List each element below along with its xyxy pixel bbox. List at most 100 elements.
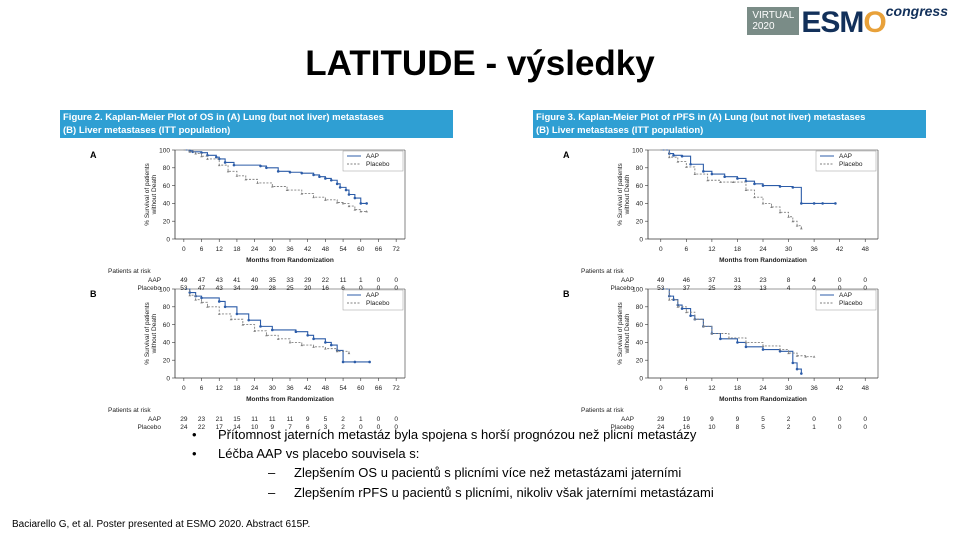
censor-mark-aap — [702, 170, 705, 173]
censor-mark-placebo — [312, 195, 315, 199]
risk-count: 33 — [286, 277, 294, 284]
censor-mark-aap — [259, 325, 262, 328]
censor-mark-aap — [736, 341, 739, 344]
x-tick-label: 36 — [286, 385, 294, 392]
censor-mark-placebo — [804, 355, 807, 358]
censor-mark-aap — [368, 360, 371, 364]
censor-mark-placebo — [335, 350, 339, 353]
x-tick-label: 42 — [304, 246, 312, 253]
x-tick-label: 6 — [200, 246, 204, 253]
logo-es: ES — [801, 6, 840, 39]
censor-mark-placebo — [727, 336, 731, 339]
y-tick-label: 0 — [166, 236, 170, 243]
risk-count: 22 — [322, 277, 330, 284]
x-tick-label: 30 — [269, 385, 277, 392]
x-tick-label: 24 — [759, 246, 767, 253]
y-tick-label: 0 — [639, 236, 643, 243]
bullet-text: Léčba AAP vs placebo souvisela s: — [218, 446, 420, 461]
risk-count: 34 — [233, 285, 241, 292]
censor-mark-placebo — [753, 195, 756, 199]
risk-count: 31 — [734, 277, 742, 284]
x-tick-label: 36 — [810, 385, 818, 392]
figure-os-caption-line1: Figure 2. Kaplan-Meier Plot of OS in (A)… — [63, 112, 384, 123]
risk-count: 37 — [708, 277, 716, 284]
bullet-text: Přítomnost jaterních metastáz byla spoje… — [218, 427, 697, 442]
legend-label: Placebo — [839, 300, 863, 307]
censor-mark-placebo — [791, 219, 795, 223]
censor-mark-aap — [223, 161, 227, 164]
x-axis-label: Months from Randomization — [246, 396, 334, 403]
figure-rpfs-caption-line2: (B) Liver metastases (ITT population) — [536, 125, 704, 136]
censor-mark-aap — [288, 170, 292, 174]
risk-count: 6 — [306, 424, 310, 430]
risk-table-title: Patients at risk — [108, 407, 151, 414]
risk-count: 0 — [812, 285, 816, 292]
censor-mark-placebo — [335, 201, 339, 204]
y-tick-label: 20 — [163, 358, 171, 365]
risk-count: 14 — [233, 424, 241, 430]
censor-mark-aap — [791, 361, 795, 365]
censor-mark-placebo — [194, 152, 197, 155]
risk-count: 10 — [708, 424, 716, 430]
km-curve-aap — [660, 149, 836, 204]
censor-mark-aap — [276, 170, 280, 173]
km-curve-placebo — [660, 288, 815, 358]
x-tick-label: 66 — [375, 246, 383, 253]
risk-count: 0 — [863, 285, 867, 292]
risk-count: 4 — [787, 285, 791, 292]
y-tick-label: 80 — [163, 165, 171, 172]
risk-count: 5 — [761, 424, 765, 430]
censor-mark-aap — [791, 186, 795, 189]
risk-count: 11 — [340, 277, 347, 284]
censor-mark-placebo — [276, 337, 280, 340]
censor-mark-placebo — [795, 224, 799, 227]
risk-count: 0 — [359, 424, 363, 430]
censor-mark-placebo — [778, 211, 782, 214]
panel-letter: A — [90, 150, 97, 160]
censor-mark-aap — [353, 196, 357, 200]
risk-count: 15 — [233, 416, 241, 423]
censor-mark-placebo — [365, 210, 368, 213]
y-axis-label-line: without Death — [624, 313, 631, 354]
censor-mark-aap — [214, 155, 218, 159]
y-tick-label: 20 — [636, 358, 644, 365]
risk-count: 11 — [251, 416, 258, 423]
km-curve-aap — [183, 149, 367, 204]
risk-count: 29 — [251, 285, 259, 292]
censor-mark-placebo — [359, 210, 363, 213]
y-axis-label-line: without Death — [624, 174, 631, 215]
y-axis-label-line: without Death — [151, 313, 158, 354]
sub-bullet-dash: – — [268, 485, 276, 500]
risk-count: 17 — [216, 424, 224, 430]
censor-mark-placebo — [229, 317, 233, 321]
censor-mark-placebo — [244, 178, 248, 181]
risk-count: 20 — [304, 285, 312, 292]
y-tick-label: 60 — [163, 322, 171, 329]
censor-mark-aap — [329, 343, 333, 347]
legend-label: AAP — [839, 153, 852, 160]
censor-mark-aap — [353, 360, 357, 364]
km-curve-placebo — [660, 149, 802, 229]
censor-mark-placebo — [341, 202, 345, 205]
y-tick-label: 60 — [636, 183, 644, 190]
censor-mark-aap — [736, 177, 739, 180]
censor-mark-aap — [341, 360, 345, 364]
censor-mark-aap — [689, 314, 692, 317]
risk-count: 1 — [359, 416, 363, 423]
censor-mark-placebo — [667, 155, 671, 159]
y-axis-label-line: % Survival of patients — [144, 163, 151, 226]
logo-esmo-wordmark: ESMO — [801, 6, 886, 39]
risk-count: 0 — [838, 416, 842, 423]
censor-mark-placebo — [217, 163, 221, 167]
censor-mark-aap — [834, 202, 837, 205]
x-tick-label: 6 — [200, 385, 204, 392]
risk-count: 46 — [683, 277, 691, 284]
censor-mark-aap — [744, 345, 748, 349]
censor-mark-aap — [689, 162, 692, 166]
x-tick-label: 12 — [216, 246, 224, 253]
censor-mark-placebo — [710, 332, 714, 335]
y-tick-label: 0 — [639, 375, 643, 382]
risk-count: 19 — [683, 416, 691, 423]
risk-count: 29 — [180, 416, 188, 423]
